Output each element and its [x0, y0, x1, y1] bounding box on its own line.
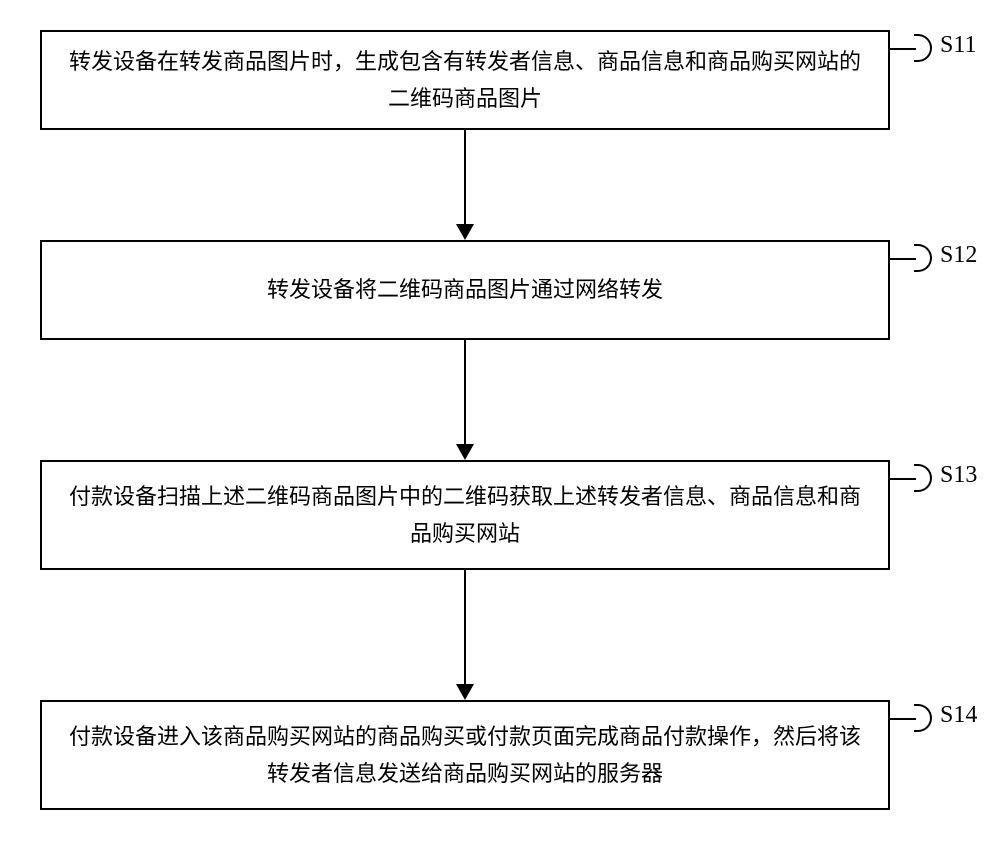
- label-connector: [890, 48, 916, 50]
- step-label-s14: S14: [940, 702, 977, 729]
- label-curve: [914, 244, 932, 272]
- label-curve: [914, 34, 932, 62]
- step-box-s11: 转发设备在转发商品图片时，生成包含有转发者信息、商品信息和商品购买网站的二维码商…: [40, 30, 890, 130]
- step-label-s11: S11: [940, 32, 976, 59]
- step-label-s13: S13: [940, 462, 977, 489]
- label-curve: [914, 704, 932, 732]
- label-connector: [890, 718, 916, 720]
- flowchart-canvas: 转发设备在转发商品图片时，生成包含有转发者信息、商品信息和商品购买网站的二维码商…: [0, 0, 1000, 859]
- step-box-s12: 转发设备将二维码商品图片通过网络转发: [40, 240, 890, 340]
- step-text: 转发设备将二维码商品图片通过网络转发: [267, 271, 663, 308]
- step-box-s13: 付款设备扫描上述二维码商品图片中的二维码获取上述转发者信息、商品信息和商品购买网…: [40, 460, 890, 570]
- step-text: 付款设备扫描上述二维码商品图片中的二维码获取上述转发者信息、商品信息和商品购买网…: [60, 478, 870, 553]
- label-connector: [890, 258, 916, 260]
- step-box-s14: 付款设备进入该商品购买网站的商品购买或付款页面完成商品付款操作，然后将该转发者信…: [40, 700, 890, 810]
- label-connector: [890, 478, 916, 480]
- label-curve: [914, 464, 932, 492]
- step-text: 转发设备在转发商品图片时，生成包含有转发者信息、商品信息和商品购买网站的二维码商…: [60, 43, 870, 118]
- step-label-s12: S12: [940, 242, 977, 269]
- step-text: 付款设备进入该商品购买网站的商品购买或付款页面完成商品付款操作，然后将该转发者信…: [60, 718, 870, 793]
